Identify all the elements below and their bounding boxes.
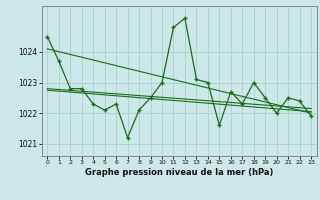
- X-axis label: Graphe pression niveau de la mer (hPa): Graphe pression niveau de la mer (hPa): [85, 168, 273, 177]
